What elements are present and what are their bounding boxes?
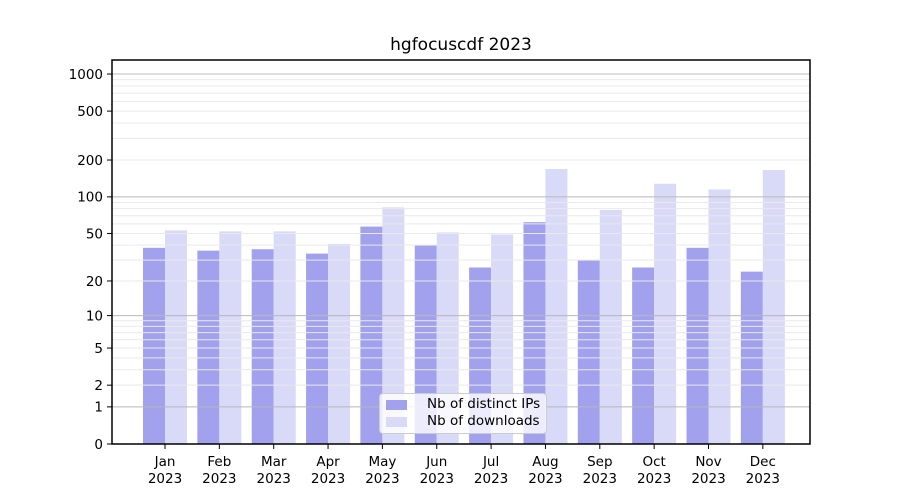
y-tick-label: 2	[94, 378, 103, 394]
bar-ips-sep	[577, 260, 600, 444]
x-tick-label-month: Jun	[425, 454, 447, 470]
bar-downloads-nov	[708, 189, 731, 444]
x-tick-label-year: 2023	[257, 471, 291, 487]
y-tick-label: 1000	[69, 67, 103, 83]
y-tick-label: 0	[94, 437, 103, 453]
bar-ips-jan	[143, 247, 165, 444]
y-tick-label: 10	[86, 308, 103, 324]
bar-downloads-jun	[436, 232, 459, 444]
chart-title: hgfocuscdf 2023	[390, 35, 532, 55]
y-tick-label: 5	[94, 341, 103, 357]
downloads-swatch	[386, 417, 407, 427]
legend-label-downloads: Nb of downloads	[427, 413, 540, 430]
legend: Nb of distinct IPs Nb of downloads	[379, 393, 547, 434]
bar-downloads-jul	[491, 234, 514, 444]
bar-ips-oct	[632, 267, 655, 444]
legend-label-distinct-ips: Nb of distinct IPs	[427, 396, 541, 413]
x-tick-label-year: 2023	[148, 471, 182, 487]
x-tick-label-month: Dec	[750, 454, 776, 470]
bar-downloads-dec	[762, 169, 785, 444]
bar-ips-apr	[306, 253, 329, 444]
legend-item-distinct-ips: Nb of distinct IPs	[386, 396, 546, 413]
x-tick-label-year: 2023	[474, 471, 508, 487]
bar-ips-feb	[197, 250, 220, 444]
bar-ips-mar	[251, 249, 274, 444]
distinct-ips-swatch	[386, 400, 407, 410]
x-tick-label-month: Mar	[261, 454, 287, 470]
y-tick-label: 500	[77, 104, 103, 120]
y-tick-label: 1	[94, 400, 103, 416]
y-tick-label: 200	[77, 153, 103, 169]
x-tick-label-month: Nov	[695, 454, 721, 470]
bar-ips-nov	[686, 247, 709, 444]
x-tick-label-year: 2023	[528, 471, 562, 487]
x-tick-label-month: Apr	[316, 454, 340, 470]
x-tick-label-year: 2023	[311, 471, 345, 487]
x-tick-label-year: 2023	[365, 471, 399, 487]
x-tick-label-year: 2023	[420, 471, 454, 487]
x-tick-label-year: 2023	[691, 471, 725, 487]
x-tick-label-month: Jan	[154, 454, 176, 470]
bar-downloads-apr	[328, 243, 351, 444]
y-tick-label: 20	[86, 274, 103, 290]
x-tick-label-month: Oct	[642, 454, 665, 470]
x-tick-label-month: Sep	[587, 454, 612, 470]
x-tick-label-year: 2023	[202, 471, 236, 487]
bar-downloads-oct	[654, 183, 677, 444]
plot-border	[111, 59, 811, 445]
x-tick-label-month: Jul	[482, 454, 499, 470]
bar-downloads-mar	[273, 231, 296, 444]
x-tick-label-year: 2023	[637, 471, 671, 487]
legend-item-downloads: Nb of downloads	[386, 413, 546, 430]
x-tick-label-month: Feb	[207, 454, 231, 470]
x-tick-label-year: 2023	[583, 471, 617, 487]
y-tick-label: 100	[77, 190, 103, 206]
bar-downloads-jan	[165, 230, 187, 444]
x-tick-label-month: Aug	[532, 454, 558, 470]
x-tick-label-month: May	[368, 454, 396, 470]
bar-downloads-aug	[545, 168, 568, 445]
y-tick-label: 50	[86, 226, 103, 242]
x-tick-label-year: 2023	[746, 471, 780, 487]
bar-downloads-feb	[219, 231, 242, 444]
